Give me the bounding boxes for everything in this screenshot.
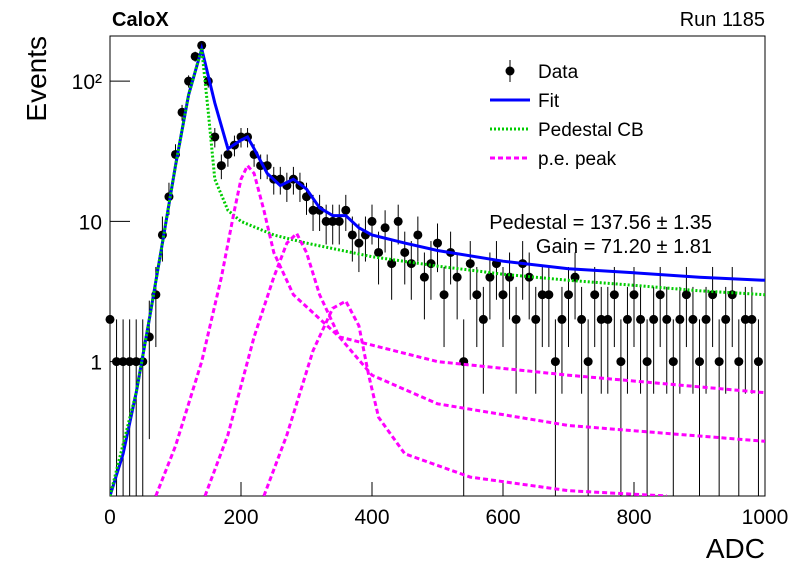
y-axis-label: Events bbox=[21, 36, 52, 122]
data-point bbox=[131, 357, 141, 367]
data-point bbox=[439, 290, 449, 300]
legend-label: Data bbox=[538, 62, 579, 83]
data-point bbox=[668, 357, 678, 367]
data-point bbox=[478, 314, 488, 324]
data-point bbox=[380, 223, 390, 233]
data-point bbox=[695, 357, 704, 367]
data-point bbox=[681, 290, 691, 300]
x-tick-label: 400 bbox=[354, 506, 389, 529]
data-point bbox=[747, 314, 757, 324]
data-point bbox=[564, 290, 573, 300]
data-point bbox=[642, 357, 652, 367]
fit-curve bbox=[110, 48, 765, 496]
data-point bbox=[649, 314, 659, 324]
stats-gain: Gain = 71.20 ± 1.81 bbox=[536, 236, 712, 258]
data-point bbox=[544, 290, 554, 300]
data-point bbox=[210, 132, 220, 142]
data-point bbox=[125, 357, 135, 367]
data-point bbox=[393, 216, 403, 226]
data-point bbox=[112, 357, 122, 367]
data-point bbox=[701, 314, 711, 324]
data-point bbox=[590, 290, 600, 300]
data-point bbox=[465, 259, 475, 269]
data-point bbox=[275, 174, 285, 184]
data-point bbox=[727, 290, 737, 300]
data-point bbox=[334, 216, 344, 226]
x-tick-label: 1000 bbox=[742, 506, 789, 529]
data-point bbox=[662, 314, 672, 324]
data-point bbox=[105, 314, 115, 324]
data-point bbox=[413, 230, 423, 240]
stats-pedestal: Pedestal = 137.56 ± 1.35 bbox=[489, 212, 712, 234]
data-point bbox=[485, 272, 495, 282]
data-point bbox=[537, 290, 547, 300]
run-label: Run 1185 bbox=[680, 9, 765, 31]
data-point bbox=[472, 290, 482, 300]
data-point bbox=[419, 272, 429, 282]
legend-label: Pedestal CB bbox=[538, 120, 644, 141]
data-point bbox=[374, 247, 384, 257]
data-point bbox=[550, 357, 560, 367]
x-axis-label: ADC bbox=[706, 533, 765, 564]
x-tick-label: 200 bbox=[223, 506, 258, 529]
data-point bbox=[603, 314, 613, 324]
data-point bbox=[636, 314, 646, 324]
x-tick-label: 800 bbox=[616, 506, 651, 529]
data-point bbox=[341, 205, 351, 215]
fit-curve bbox=[154, 162, 765, 496]
data-point bbox=[452, 272, 462, 282]
data-point bbox=[655, 290, 665, 300]
data-point bbox=[629, 290, 639, 300]
data-point bbox=[557, 314, 567, 324]
data-point bbox=[505, 272, 515, 282]
data-point bbox=[609, 290, 619, 300]
legend-label: p.e. peak bbox=[538, 149, 617, 170]
data-point bbox=[328, 216, 338, 226]
data-point bbox=[714, 357, 724, 367]
y-tick-label: 10 bbox=[79, 211, 102, 234]
data-point bbox=[367, 216, 377, 226]
data-point bbox=[675, 314, 685, 324]
data-point bbox=[753, 357, 763, 367]
data-point bbox=[400, 247, 410, 257]
data-point bbox=[511, 314, 521, 324]
data-point bbox=[216, 161, 226, 171]
x-tick-label: 0 bbox=[104, 506, 116, 529]
data-point bbox=[583, 357, 593, 367]
data-point bbox=[622, 314, 632, 324]
x-tick-label: 600 bbox=[485, 506, 520, 529]
data-point bbox=[321, 216, 331, 226]
data-point bbox=[721, 314, 731, 324]
data-point bbox=[688, 314, 698, 324]
data-point bbox=[354, 238, 364, 248]
data-point bbox=[740, 314, 750, 324]
data-point bbox=[308, 205, 318, 215]
data-point bbox=[531, 314, 541, 324]
data-point bbox=[347, 230, 357, 240]
legend-label: Fit bbox=[538, 91, 560, 112]
data-point bbox=[118, 357, 128, 367]
chart-title: CaloX bbox=[112, 9, 169, 31]
y-tick-label: 1 bbox=[90, 352, 102, 375]
y-tick-label: 10² bbox=[72, 71, 102, 94]
plot-frame bbox=[109, 35, 766, 497]
data-point bbox=[596, 314, 606, 324]
data-point bbox=[498, 290, 508, 300]
data-point bbox=[616, 357, 626, 367]
data-point bbox=[708, 290, 718, 300]
data-point bbox=[433, 238, 442, 248]
data-point bbox=[734, 357, 744, 367]
data-point bbox=[577, 314, 587, 324]
legend-marker bbox=[505, 66, 515, 76]
fit-curve bbox=[110, 43, 765, 496]
data-point bbox=[223, 149, 233, 159]
